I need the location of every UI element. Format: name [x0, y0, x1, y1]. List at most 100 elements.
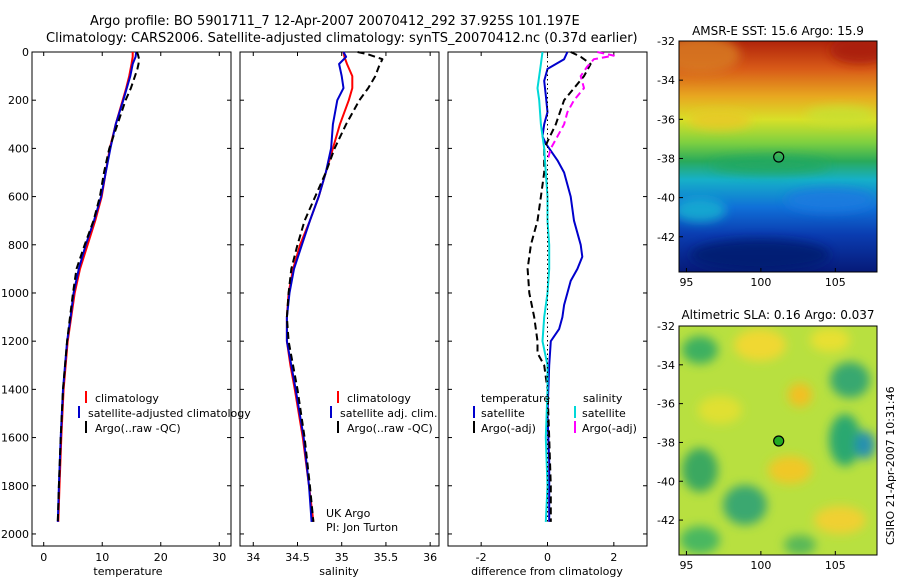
depth-tick-label: 800	[8, 239, 29, 252]
lon-tick-label: 100	[750, 276, 771, 289]
depth-tick-label: 1000	[1, 287, 29, 300]
lat-tick-label: -42	[657, 514, 675, 527]
lon-tick-label: 105	[825, 276, 846, 289]
depth-tick-label: 1600	[1, 432, 29, 445]
difference-depth-ticks	[448, 51, 647, 535]
series-temperature-argo-adj	[526, 51, 592, 522]
lat-tick-label: -40	[657, 192, 675, 205]
x-tick-label: 20	[154, 551, 168, 564]
depth-ticks: 0 200 400 600 800 1000 1200 1400 1600 1800 2000	[1, 46, 231, 541]
legend-title-temperature: temperature	[481, 392, 550, 405]
lat-tick-label: -36	[657, 113, 675, 126]
x-tick-label: -2	[476, 551, 487, 564]
salinity-legend: climatology satellite adj. clim. Argo(..…	[330, 391, 437, 435]
lon-tick-label: 95	[679, 559, 693, 572]
legend-label-satellite-adj: satellite adj. clim.	[340, 407, 437, 420]
depth-tick-label: 400	[8, 142, 29, 155]
sst-map: AMSR-E SST: 15.6 Argo: 15.9 -32 -34 -36 -38…	[657, 24, 878, 289]
sst-map-frame	[678, 40, 878, 273]
lat-tick-label: -38	[657, 152, 675, 165]
lat-tick-label: -36	[657, 398, 675, 411]
sla-lon-ticks: 95 100 105	[679, 551, 846, 572]
legend-label-satellite-adjusted: satellite-adjusted climatology	[88, 407, 251, 420]
depth-tick-label: 600	[8, 191, 29, 204]
sla-lat-ticks: -32 -34 -36 -38 -40 -42	[657, 320, 683, 527]
temperature-legend: climatology satellite-adjusted climatolo…	[78, 391, 251, 435]
series-satellite-adj-clim	[285, 51, 348, 522]
sla-float-marker	[773, 435, 785, 447]
x-tick-label: 35	[335, 551, 349, 564]
depth-tick-label: 0	[22, 46, 29, 59]
depth-tick-label: 1800	[1, 480, 29, 493]
lat-tick-label: -32	[657, 35, 675, 48]
difference-lines	[526, 51, 615, 522]
sla-map: Altimetric SLA: 0.16 Argo: 0.037 -	[657, 308, 878, 572]
series-temperature-satellite	[541, 51, 584, 522]
salinity-axes-frame	[239, 51, 440, 547]
legend-title-salinity: salinity	[583, 392, 623, 405]
x-tick-label: 36	[423, 551, 437, 564]
credit-line2: PI: Jon Turton	[326, 521, 398, 534]
figure-title-line1: Argo profile: BO 5901711_7 12-Apr-2007 2…	[90, 14, 580, 29]
temperature-xlabel: temperature	[93, 565, 162, 578]
lat-tick-label: -38	[657, 436, 675, 449]
lat-tick-label: -34	[657, 359, 675, 372]
series-climatology	[57, 52, 134, 522]
temperature-ticks: 0 10 20 30	[40, 52, 226, 564]
series-satellite-adjusted-climatology	[56, 51, 138, 522]
sst-field	[679, 41, 877, 272]
temperature-lines	[56, 51, 141, 522]
lat-tick-label: -32	[657, 320, 675, 333]
sst-lon-ticks: 95 100 105	[679, 268, 846, 289]
series-argo-raw-qc	[56, 51, 141, 522]
lat-tick-label: -40	[657, 475, 675, 488]
legend-label-t-satellite: satellite	[481, 407, 525, 420]
x-tick-label: 10	[95, 551, 109, 564]
figure-title-line2: Climatology: CARS2006. Satellite-adjuste…	[46, 31, 638, 46]
temperature-axes-frame	[31, 51, 232, 547]
legend-label-t-argo: Argo(-adj)	[481, 422, 536, 435]
x-tick-label: 34	[246, 551, 260, 564]
difference-xlabel: difference from climatology	[471, 565, 623, 578]
difference-panel: -2 0 2 difference from climatology tempera…	[447, 51, 648, 578]
salinity-depth-ticks	[240, 51, 439, 535]
x-tick-label: 35.5	[374, 551, 399, 564]
legend-label-s-argo: Argo(-adj)	[582, 422, 637, 435]
lon-tick-label: 100	[750, 559, 771, 572]
lon-tick-label: 105	[825, 559, 846, 572]
sla-map-frame	[678, 325, 878, 556]
legend-label-climatology: climatology	[347, 392, 411, 405]
lat-tick-label: -34	[657, 74, 675, 87]
float-position-marker	[773, 151, 785, 163]
sst-float-marker	[773, 151, 785, 163]
side-timestamp: CSIRO 21-Apr-2007 10:31:46	[884, 386, 897, 545]
x-tick-label: 34.5	[285, 551, 310, 564]
lon-tick-label: 95	[679, 276, 693, 289]
legend-label-argo: Argo(..raw -QC)	[347, 422, 433, 435]
series-salinity-argo-adj	[546, 51, 615, 161]
lat-tick-label: -42	[657, 231, 675, 244]
sst-lat-ticks: -32 -34 -36 -38 -40 -42	[657, 35, 683, 244]
salinity-xlabel: salinity	[319, 565, 359, 578]
x-tick-label: 0	[40, 551, 47, 564]
difference-ticks: -2 0 2	[476, 52, 617, 564]
salinity-panel: 34 34.5 35 35.5 36 salinity climatology sate…	[239, 51, 440, 578]
salinity-lines	[285, 51, 384, 523]
float-position-marker	[773, 435, 785, 447]
credit-line1: UK Argo	[326, 507, 371, 520]
depth-tick-label: 1200	[1, 335, 29, 348]
x-tick-label: 0	[544, 551, 551, 564]
salinity-ticks: 34 34.5 35 35.5 36	[246, 52, 437, 564]
sst-map-title: AMSR-E SST: 15.6 Argo: 15.9	[692, 24, 864, 38]
series-climatology	[285, 51, 354, 523]
difference-legend: temperature salinity satellite Argo(-adj…	[473, 392, 637, 435]
legend-label-climatology: climatology	[95, 392, 159, 405]
x-tick-label: 30	[212, 551, 226, 564]
depth-tick-label: 1400	[1, 383, 29, 396]
temperature-panel: 0 200 400 600 800 1000 1200 1400 1600 1800 2000 0 1…	[1, 46, 251, 578]
series-argo-raw-qc	[285, 51, 384, 522]
x-tick-label: 2	[610, 551, 617, 564]
legend-label-argo: Argo(..raw -QC)	[95, 422, 181, 435]
sla-map-title: Altimetric SLA: 0.16 Argo: 0.037	[681, 308, 874, 322]
